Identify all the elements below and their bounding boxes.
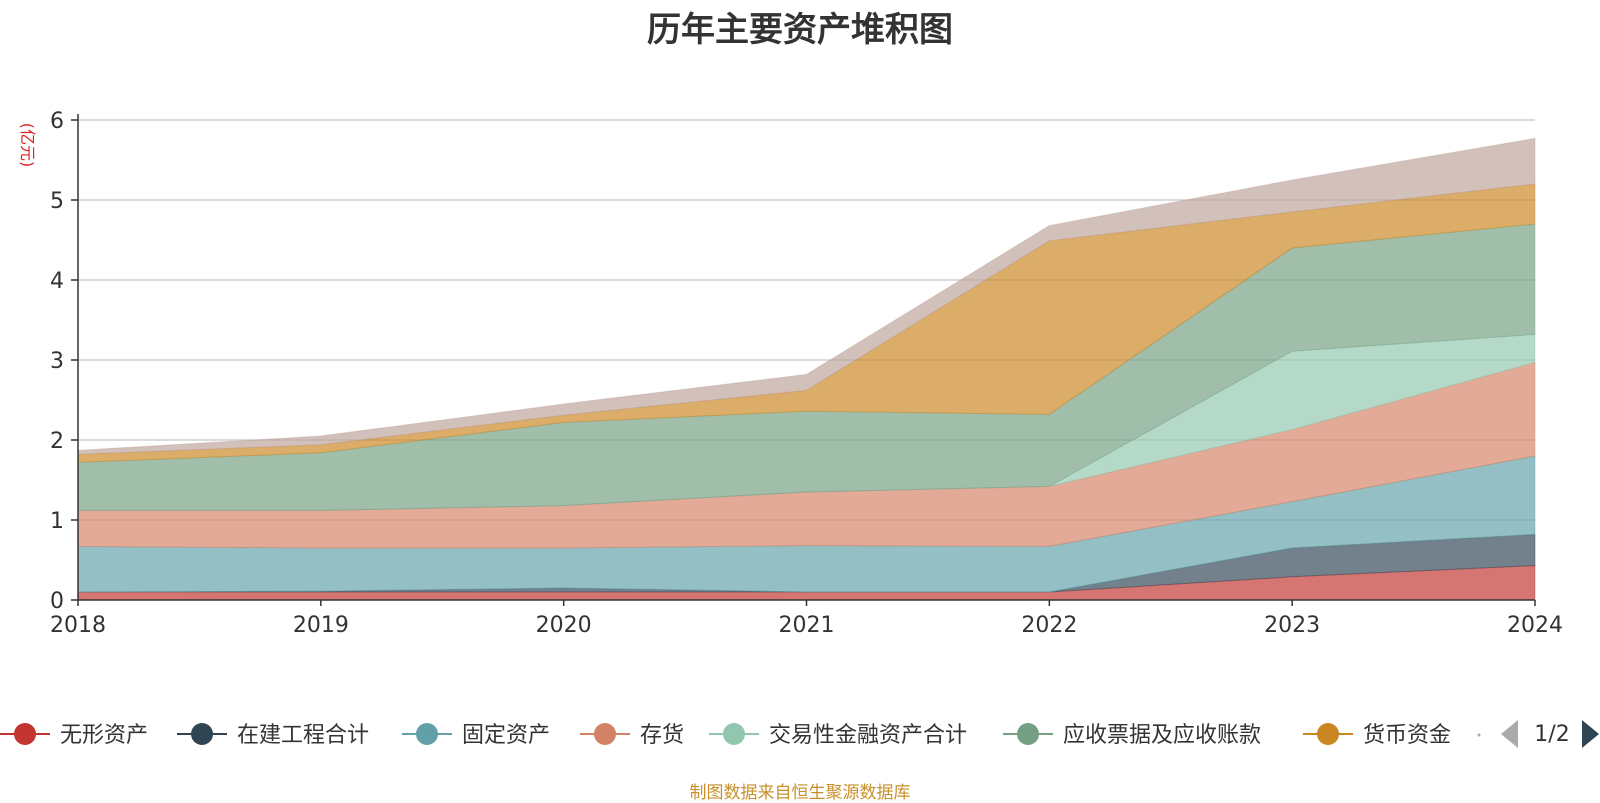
- area-series-7[interactable]: [77, 137, 1536, 455]
- x-tick-label: 2023: [1264, 613, 1320, 638]
- legend-page-indicator: 1/2: [1534, 722, 1569, 747]
- footer-source-note: 制图数据来自恒生聚源数据库: [689, 783, 911, 803]
- legend-label: 交易性金融资产合计: [769, 723, 967, 748]
- legend-item-0[interactable]: 无形资产: [0, 723, 148, 748]
- legend-label: 固定资产: [462, 723, 550, 748]
- legend-next-page-icon[interactable]: [1582, 720, 1599, 748]
- axis-layer: 0 1 2 3 4 5 6 2018 2019 2020 2021 2022 2023 2024: [50, 109, 1563, 638]
- legend-prev-page-icon[interactable]: [1501, 720, 1518, 748]
- legend-item-1[interactable]: 在建工程合计: [177, 723, 369, 748]
- legend-marker: [191, 723, 213, 745]
- legend-item-4[interactable]: 交易性金融资产合计: [709, 723, 967, 748]
- legend-marker: [1017, 723, 1039, 745]
- x-tick-label: 2024: [1507, 613, 1563, 638]
- legend-label: 在建工程合计: [237, 723, 369, 748]
- legend-label: 货币资金: [1363, 723, 1451, 748]
- y-tick-label: 5: [50, 189, 64, 214]
- area-series-4[interactable]: [78, 333, 1536, 511]
- y-tick-label: 2: [50, 429, 64, 454]
- y-tick-label: 1: [50, 509, 64, 534]
- legend-label: 无形资产: [60, 723, 148, 748]
- x-tick-label: 2018: [50, 613, 106, 638]
- area-series-2[interactable]: [77, 455, 1536, 593]
- legend-item-3[interactable]: 存货: [580, 723, 684, 748]
- legend-label: 存货: [640, 723, 684, 748]
- legend-layer: 无形资产 在建工程合计 固定资产 存货 交易性金融资产合计 应收票据及应收账款 货币资金 1/…: [0, 720, 1599, 748]
- y-tick-label: 6: [50, 109, 64, 134]
- legend-item-2[interactable]: 固定资产: [402, 723, 550, 748]
- chart-title: 历年主要资产堆积图: [647, 10, 953, 50]
- x-tick-label: 2020: [536, 613, 592, 638]
- legend-marker: [14, 723, 36, 745]
- area-series-3[interactable]: [77, 361, 1536, 549]
- x-tick-label: 2022: [1021, 613, 1077, 638]
- legend-overflow-dot: [1477, 733, 1481, 737]
- legend-marker: [723, 723, 745, 745]
- y-tick-label: 4: [50, 269, 64, 294]
- area-layer: [77, 137, 1536, 601]
- legend-item-5[interactable]: 应收票据及应收账款: [1003, 723, 1261, 748]
- legend-marker: [594, 723, 616, 745]
- y-tick-label: 3: [50, 349, 64, 374]
- y-tick-label: 0: [50, 589, 64, 614]
- y-axis-unit-label: (亿元): [18, 123, 37, 168]
- x-tick-label: 2019: [293, 613, 349, 638]
- legend-label: 应收票据及应收账款: [1063, 723, 1261, 748]
- legend-item-6[interactable]: 货币资金: [1303, 723, 1451, 748]
- legend-marker: [416, 723, 438, 745]
- area-series-1[interactable]: [77, 533, 1536, 593]
- x-tick-label: 2021: [779, 613, 835, 638]
- legend-marker: [1317, 723, 1339, 745]
